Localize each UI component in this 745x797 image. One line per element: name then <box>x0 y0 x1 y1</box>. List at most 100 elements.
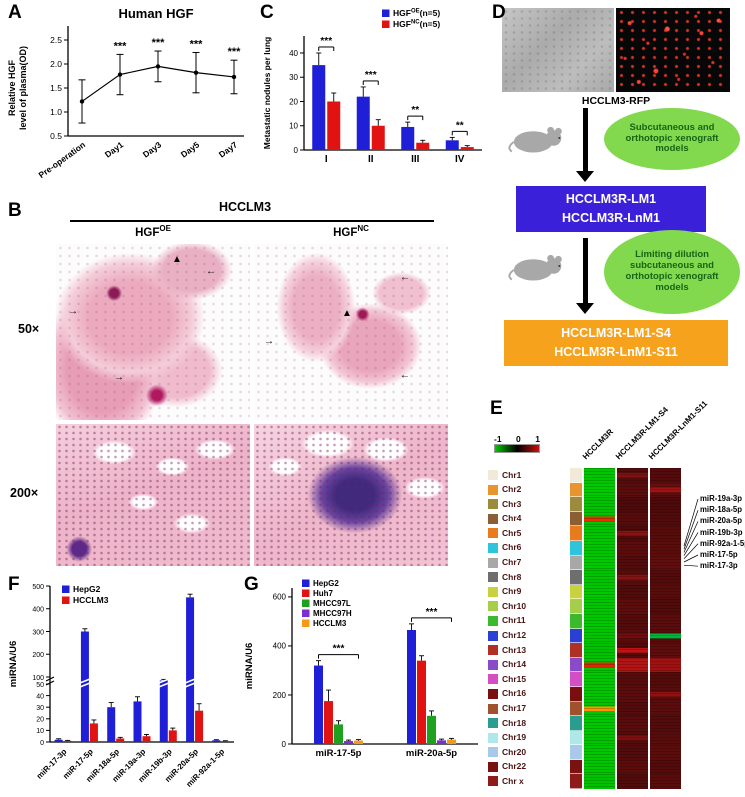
arrow-annotation: ← <box>400 370 410 381</box>
arrow-annotation: ▲ <box>172 254 182 265</box>
x-tick-label: miR-17-5p <box>316 748 362 759</box>
arrow-annotation: ▲ <box>342 308 352 319</box>
chromosome-swatch <box>488 499 498 510</box>
chromosome-color-strip <box>570 701 582 717</box>
arrow-annotation: ← <box>206 266 216 277</box>
heatmap-cell <box>617 599 648 614</box>
chromosome-color-strip <box>570 730 582 746</box>
chromosome-swatch <box>488 601 498 612</box>
heatmap-cell <box>584 540 615 556</box>
x-tick-label: I <box>325 154 328 165</box>
histology-title: HCCLM3 <box>218 200 272 214</box>
chart-line <box>184 682 196 688</box>
color-scale-gradient <box>494 444 540 453</box>
heatmap-row: Chr20 <box>486 745 745 760</box>
bar <box>356 96 370 150</box>
chromosome-color-strip <box>570 599 582 614</box>
bar <box>460 147 474 150</box>
mirna-u6-broken-axis-bar-chart: 01020304050100200300400500miR-17-3pmiR-1… <box>8 584 234 789</box>
x-tick-label: III <box>411 154 420 165</box>
legend-label: HepG2 <box>73 584 101 594</box>
chromosome-label: Chr6 <box>502 542 522 553</box>
chromosome-color-strip <box>570 657 582 673</box>
bar <box>159 680 168 742</box>
x-tick-label: Day3 <box>141 139 164 159</box>
chart-line <box>79 682 91 688</box>
chromosome-swatch <box>488 747 498 758</box>
label-sup: OE <box>159 224 171 233</box>
bar <box>417 660 426 744</box>
heatmap-cell <box>617 570 648 585</box>
heatmap-cell <box>650 468 681 483</box>
bar <box>324 701 333 744</box>
chromosome-label: Chr18 <box>502 717 527 728</box>
histology-image-200x-hgfoe <box>56 424 250 566</box>
y-tick-label: 30 <box>289 73 298 82</box>
significance-stars: ** <box>456 120 464 131</box>
heatmap-cell <box>650 759 681 775</box>
chromosome-color-strip <box>570 540 582 556</box>
xenograft-model-ellipse: Subcutaneous and orthotopic xenograft mo… <box>604 108 740 170</box>
limiting-dilution-ellipse: Limiting dilution subcutaneous and ortho… <box>604 230 740 314</box>
y-tick-label: 600 <box>273 593 287 602</box>
mir-label: miR-19b-3p <box>700 527 743 537</box>
y-tick-label: 200 <box>273 691 287 700</box>
heatmap-cell <box>617 701 648 717</box>
cell-line-name: HCCLM3R-LM1-S4 <box>561 326 671 341</box>
heatmap-cell <box>650 730 681 746</box>
panel-d: HCCLM3-RFP Subcutaneous and orthotopic x… <box>488 2 744 394</box>
chromosome-swatch <box>488 586 498 597</box>
cell-line-caption: HCCLM3-RFP <box>581 95 651 107</box>
heatmap: Chr1 Chr2 Chr3 Chr4 Chr5 Chr6 Chr7 Chr8 Chr9 Chr1… <box>486 468 745 790</box>
bar <box>344 741 353 744</box>
mouse-icon <box>508 254 562 281</box>
chart-title: Human HGF <box>118 6 193 21</box>
chromosome-swatch <box>488 645 498 656</box>
significance-stars: *** <box>114 40 128 52</box>
heatmap-row: Chr16 <box>486 686 745 702</box>
chromosome-swatch <box>488 630 498 641</box>
legend-label: HCCLM3 <box>313 619 347 628</box>
chromosome-label: Chr8 <box>502 571 522 582</box>
bar <box>312 65 326 150</box>
heatmap-cell <box>584 628 615 644</box>
heatmap-row: Chr14 <box>486 657 745 673</box>
chromosome-label: Chr2 <box>502 484 522 495</box>
chromosome-swatch <box>488 572 498 583</box>
y-tick-label: 200 <box>32 652 44 659</box>
scale-tick: -1 <box>494 434 502 444</box>
chromosome-color-strip <box>570 686 582 702</box>
label-sup: NC <box>357 224 369 233</box>
heatmap-row: Chr11 <box>486 613 745 629</box>
bar <box>427 715 436 744</box>
y-tick-label: 30 <box>36 705 44 712</box>
heatmap-cell <box>584 730 615 746</box>
heatmap-cell <box>617 584 648 600</box>
mir-connector-lines <box>683 498 699 567</box>
heatmap-row: Chr3 <box>486 497 745 512</box>
panel-label-g: G <box>244 574 259 595</box>
significance-stars: ** <box>411 105 419 116</box>
histology-image-200x-hgfnc <box>254 424 448 566</box>
chromosome-label: Chr12 <box>502 630 527 641</box>
legend-swatch <box>62 596 70 604</box>
significance-stars: *** <box>228 46 242 58</box>
y-axis-label: Metastatic nodules per lung <box>262 37 272 149</box>
mir-connector-line <box>683 564 699 567</box>
heatmap-row: Chr x <box>486 774 745 790</box>
chromosome-swatch <box>488 513 498 524</box>
heatmap-cell <box>650 540 681 556</box>
significance-stars: *** <box>333 644 345 655</box>
cell-line-box-s4-s11: HCCLM3R-LM1-S4 HCCLM3R-LnM1-S11 <box>504 320 728 366</box>
label-base: HGF <box>135 226 160 239</box>
bar <box>416 142 430 150</box>
heatmap-cell <box>584 526 615 541</box>
cell-line-name: HCCLM3R-LnM1-S11 <box>554 345 678 359</box>
heatmap-cell <box>650 628 681 644</box>
cell-line-name: HCCLM3R-LnM1 <box>562 211 660 225</box>
bar <box>133 701 142 742</box>
mir-label: miR-19a-3p <box>700 494 743 503</box>
heatmap-cell <box>584 599 615 614</box>
legend-swatch <box>302 589 310 597</box>
heatmap-cell <box>584 497 615 512</box>
